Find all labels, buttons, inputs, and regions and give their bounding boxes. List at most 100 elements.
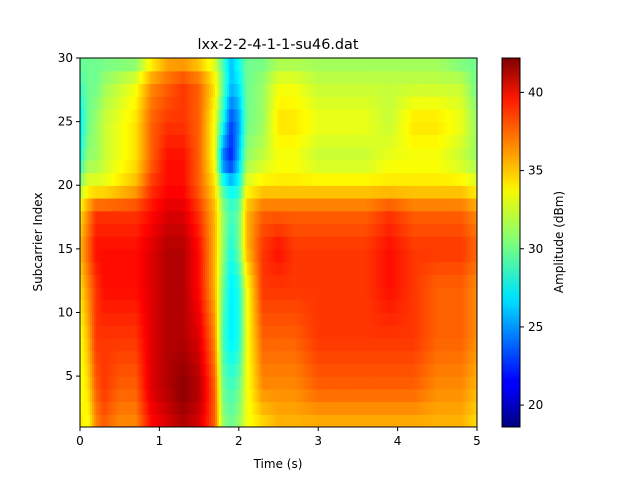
heatmap-cell [284, 261, 288, 275]
heatmap-cell [449, 197, 452, 212]
heatmap-cell [377, 287, 381, 301]
heatmap-cell [425, 248, 428, 263]
heatmap-cell [89, 274, 93, 288]
heatmap-cell [199, 337, 202, 352]
heatmap-cell [212, 414, 216, 427]
heatmap-cell [262, 401, 266, 415]
heatmap-cell [276, 159, 280, 174]
heatmap-cell [228, 147, 232, 161]
heatmap-cell [133, 223, 137, 237]
heatmap-cell [355, 274, 359, 288]
heatmap-cell [157, 248, 160, 263]
heatmap-cell [187, 312, 190, 326]
heatmap-cell [228, 223, 232, 237]
heatmap-cell [415, 376, 419, 390]
heatmap-cell [353, 261, 357, 275]
heatmap-cell [203, 363, 206, 377]
heatmap-cell [405, 363, 409, 377]
heatmap-cell [312, 121, 315, 135]
heatmap-cell [258, 376, 262, 390]
heatmap-cell [433, 274, 436, 288]
heatmap-cell [389, 376, 393, 390]
heatmap-cell [153, 337, 157, 352]
heatmap-cell [475, 185, 477, 199]
heatmap-cell [340, 134, 343, 148]
heatmap-cell [266, 197, 270, 212]
heatmap-cell [216, 325, 220, 339]
heatmap-cell [401, 185, 405, 199]
heatmap-cell [294, 236, 297, 250]
heatmap-cell [131, 121, 135, 135]
heatmap-cell [137, 299, 141, 314]
heatmap-cell [409, 108, 413, 123]
heatmap-cell [81, 172, 85, 186]
heatmap-cell [83, 223, 87, 237]
heatmap-cell [91, 223, 95, 237]
heatmap-cell [413, 414, 417, 427]
heatmap-cell [276, 134, 280, 148]
heatmap-cell [453, 197, 456, 212]
heatmap-cell [421, 134, 425, 148]
heatmap-cell [328, 108, 331, 123]
heatmap-cell [238, 248, 242, 263]
heatmap-cell [236, 197, 240, 212]
heatmap-cell [441, 108, 444, 123]
heatmap-cell [453, 121, 456, 135]
heatmap-cell [95, 312, 99, 326]
heatmap-cell [369, 414, 373, 427]
heatmap-cell [399, 248, 403, 263]
heatmap-cell [371, 185, 375, 199]
heatmap-cell [212, 261, 216, 275]
heatmap-cell [447, 299, 450, 314]
heatmap-cell [141, 299, 145, 314]
heatmap-cell [211, 274, 214, 288]
heatmap-cell [234, 388, 238, 403]
heatmap-cell [216, 185, 220, 199]
heatmap-cell [365, 376, 369, 390]
heatmap-cell [304, 210, 307, 225]
heatmap-cell [165, 287, 168, 301]
heatmap-cell [375, 350, 379, 364]
heatmap-cell [203, 401, 206, 415]
heatmap-cell [345, 312, 349, 326]
heatmap-cell [165, 121, 168, 135]
heatmap-cell [252, 261, 256, 275]
heatmap-cell [139, 121, 143, 135]
heatmap-cell [258, 236, 262, 250]
heatmap-cell [475, 261, 477, 275]
heatmap-cell [107, 325, 111, 339]
heatmap-cell [435, 337, 438, 352]
heatmap-cell [177, 414, 180, 427]
heatmap-cell [383, 261, 387, 275]
heatmap-cell [131, 363, 135, 377]
heatmap-cell [284, 376, 288, 390]
heatmap-cell [155, 134, 159, 148]
heatmap-cell [381, 325, 385, 339]
heatmap-cell [300, 388, 303, 403]
heatmap-cell [137, 337, 141, 352]
heatmap-cell [302, 185, 305, 199]
heatmap-cell [123, 134, 127, 148]
heatmap-cell [419, 185, 423, 199]
heatmap-cell [403, 185, 407, 199]
heatmap-cell [264, 337, 268, 352]
heatmap-cell [304, 108, 307, 123]
heatmap-cell [421, 414, 425, 427]
heatmap-cell [361, 172, 365, 186]
heatmap-cell [262, 134, 266, 148]
heatmap-cell [123, 299, 127, 314]
heatmap-cell [125, 134, 129, 148]
heatmap-cell [403, 388, 407, 403]
heatmap-cell [377, 312, 381, 326]
heatmap-cell [349, 312, 353, 326]
heatmap-cell [173, 299, 176, 314]
heatmap-cell [457, 312, 460, 326]
heatmap-cell [292, 325, 295, 339]
heatmap-cell [377, 274, 381, 288]
heatmap-cell [282, 147, 286, 161]
heatmap-cell [471, 414, 474, 427]
heatmap-cell [298, 223, 301, 237]
heatmap-cell [143, 299, 147, 314]
heatmap-cell [222, 236, 226, 250]
heatmap-cell [443, 312, 446, 326]
